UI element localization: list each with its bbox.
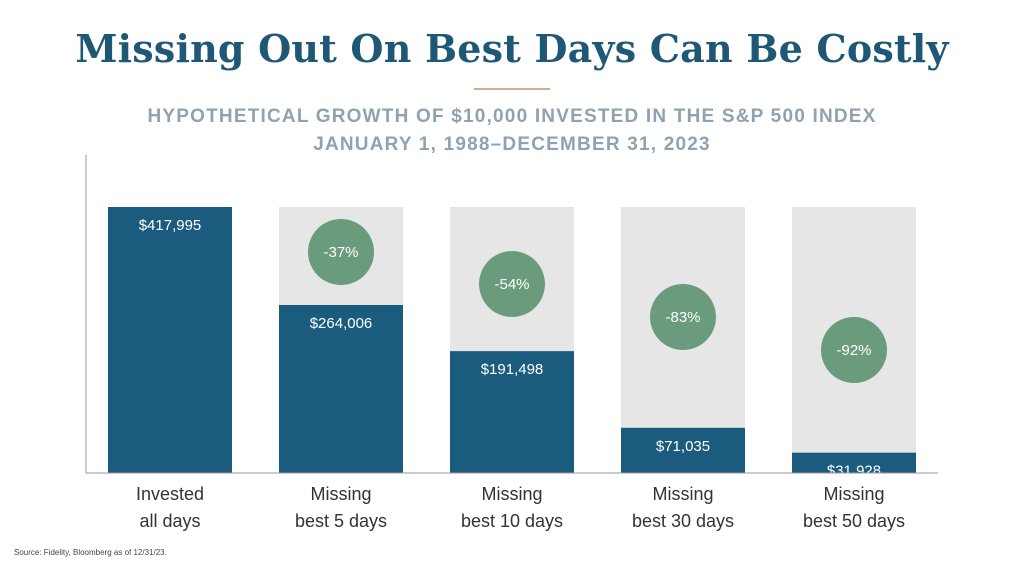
percent-change-circle — [650, 284, 716, 350]
category-label: Missing — [823, 484, 884, 504]
chart-title: Missing Out On Best Days Can Be Costly — [75, 26, 949, 71]
value-bar — [279, 304, 403, 473]
percent-change-label: -37% — [323, 244, 358, 261]
value-bar — [450, 351, 574, 473]
category-label: best 50 days — [803, 511, 905, 531]
value-label: $71,035 — [656, 438, 710, 455]
category-label: best 30 days — [632, 511, 734, 531]
category-label: Invested — [136, 484, 204, 504]
value-bar — [621, 427, 745, 473]
percent-change-circle — [479, 251, 545, 317]
value-label: $417,995 — [139, 217, 202, 234]
percent-change-label: -92% — [836, 342, 871, 359]
title-divider — [474, 88, 550, 90]
category-label: best 10 days — [461, 511, 563, 531]
subtitle-line-1: HYPOTHETICAL GROWTH OF $10,000 INVESTED … — [147, 106, 877, 127]
percent-change-circle — [821, 317, 887, 383]
category-label: all days — [139, 511, 200, 531]
category-label: Missing — [310, 484, 371, 504]
subtitle-line-2: JANUARY 1, 1988–DECEMBER 31, 2023 — [313, 134, 711, 155]
value-label: $264,006 — [310, 315, 373, 332]
source-note: Source: Fidelity, Bloomberg as of 12/31/… — [14, 548, 167, 557]
value-bar — [108, 207, 232, 473]
percent-change-circle — [308, 219, 374, 285]
percent-change-label: -83% — [665, 309, 700, 326]
percent-change-label: -54% — [494, 276, 529, 293]
category-label: best 5 days — [295, 511, 387, 531]
value-label: $31,928 — [827, 463, 881, 480]
value-bar — [792, 452, 916, 473]
category-label: Missing — [652, 484, 713, 504]
category-label: Missing — [481, 484, 542, 504]
value-label: $191,498 — [481, 361, 544, 378]
